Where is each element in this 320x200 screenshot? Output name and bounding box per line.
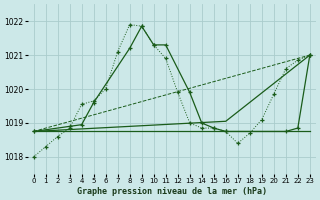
X-axis label: Graphe pression niveau de la mer (hPa): Graphe pression niveau de la mer (hPa): [77, 187, 267, 196]
